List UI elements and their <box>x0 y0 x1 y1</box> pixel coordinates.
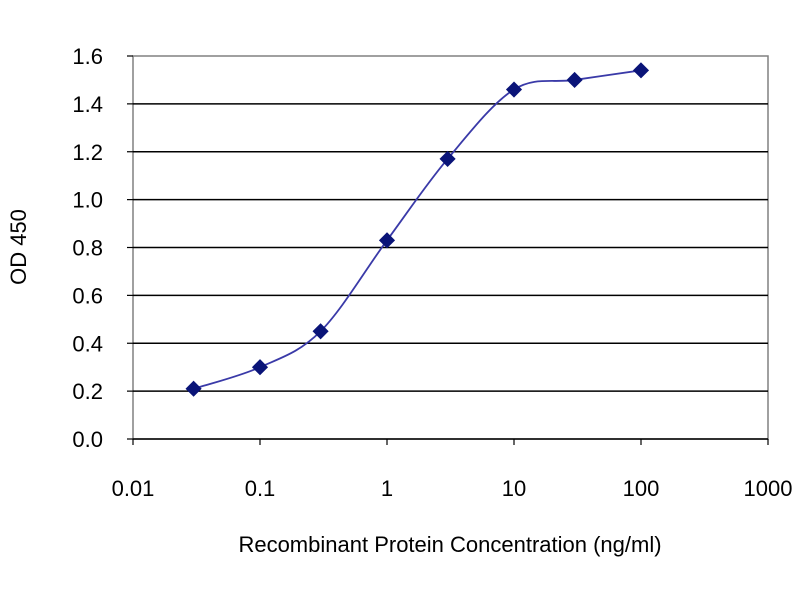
y-tick-label: 0.8 <box>72 236 103 261</box>
x-tick-label: 0.1 <box>245 476 276 501</box>
y-tick-label: 0.0 <box>72 427 103 452</box>
x-tick-label: 1 <box>381 476 393 501</box>
x-tick-label: 100 <box>623 476 660 501</box>
axes: 0.0 0.2 0.4 0.6 0.8 1.0 1.2 1.4 1.6 0.01 0.1 1 10 100… <box>72 44 792 501</box>
data-point <box>439 150 456 167</box>
data-point <box>566 71 583 89</box>
data-point <box>251 359 269 376</box>
y-tick-label: 0.2 <box>72 379 103 404</box>
x-tick-label: 1000 <box>744 476 793 501</box>
y-tick-label: 0.4 <box>72 331 103 356</box>
data-point <box>632 62 650 79</box>
data-point <box>505 81 523 98</box>
data-point <box>185 380 202 397</box>
x-tick-label: 10 <box>502 476 526 501</box>
data-point <box>312 323 329 340</box>
gridlines <box>133 103 768 392</box>
y-tick-label: 0.6 <box>72 283 103 308</box>
data-point <box>378 232 396 249</box>
series <box>185 62 650 397</box>
y-tick-label: 1.4 <box>72 92 103 117</box>
y-tick-label: 1.6 <box>72 44 103 69</box>
y-axis-label: OD 450 <box>6 209 31 285</box>
x-axis-label: Recombinant Protein Concentration (ng/ml… <box>238 532 661 557</box>
y-tick-label: 1.0 <box>72 188 103 213</box>
series-line-0 <box>193 69 642 390</box>
x-tick-label: 0.01 <box>112 476 155 501</box>
y-tick-label: 1.2 <box>72 140 103 165</box>
